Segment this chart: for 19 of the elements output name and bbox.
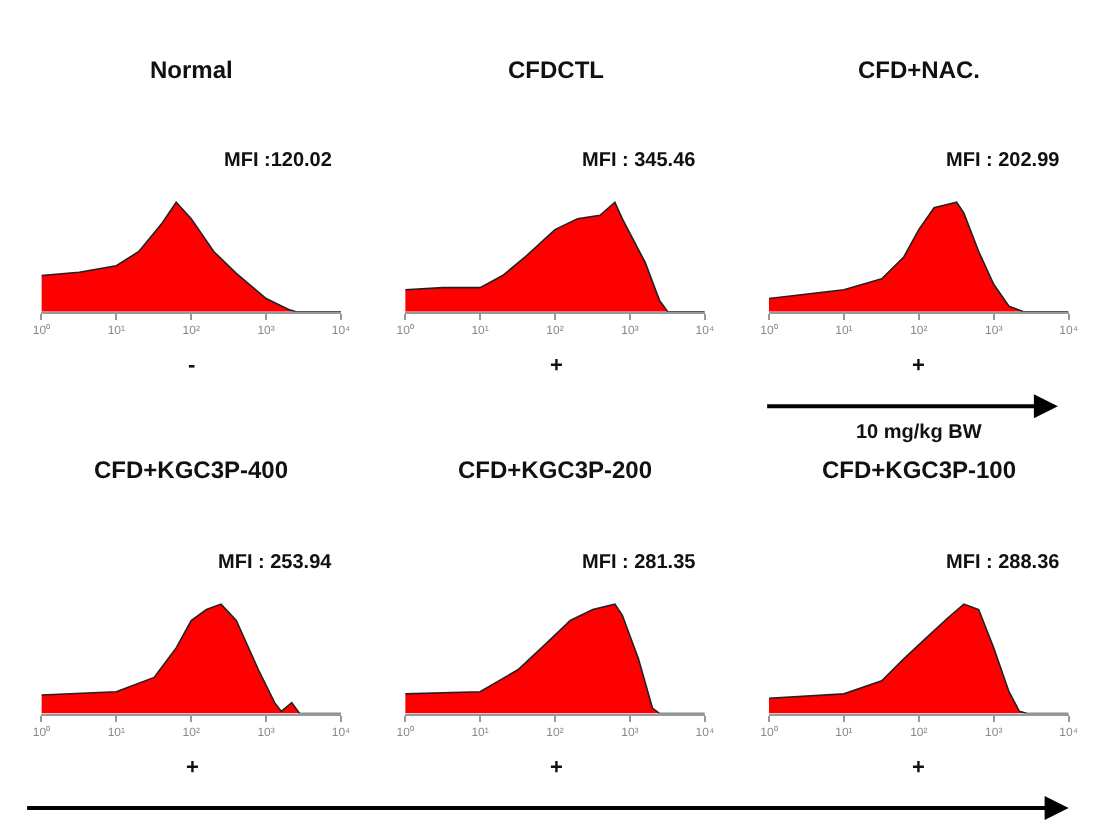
text: + bbox=[912, 354, 925, 378]
text: - bbox=[188, 354, 196, 378]
chart-title: CFDCTL bbox=[508, 56, 604, 84]
text: 10 mg/kg BW bbox=[856, 422, 983, 444]
chart-title: CFD+KGC3P-200 bbox=[458, 456, 653, 484]
text: MFI :120.02 bbox=[224, 150, 333, 172]
text: + bbox=[550, 756, 563, 780]
text: + bbox=[550, 354, 563, 378]
chart-title: Normal bbox=[150, 56, 233, 84]
text: + bbox=[186, 756, 199, 780]
text: + bbox=[912, 756, 925, 780]
text: MFI : 281.35 bbox=[582, 552, 697, 574]
chart-title: CFD+NAC. bbox=[858, 56, 981, 84]
text: MFI : 202.99 bbox=[946, 150, 1061, 172]
chart-title: CFD+KGC3P-100 bbox=[822, 456, 1017, 484]
chart-title: CFD+KGC3P-400 bbox=[94, 456, 289, 484]
text: MFI : 253.94 bbox=[218, 552, 333, 574]
text: MFI : 288.36 bbox=[946, 552, 1061, 574]
text: MFI : 345.46 bbox=[582, 150, 697, 172]
